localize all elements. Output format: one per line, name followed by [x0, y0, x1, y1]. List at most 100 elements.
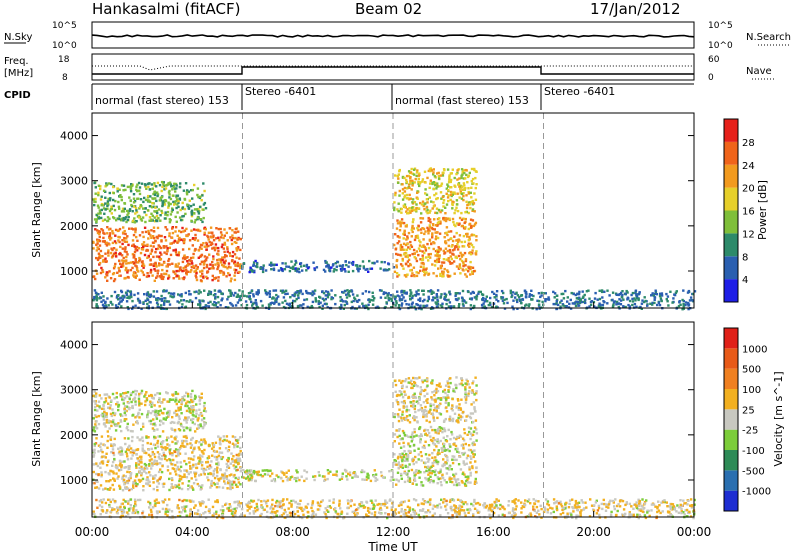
heatmap-cell	[449, 186, 452, 189]
heatmap-cell	[433, 175, 437, 178]
heatmap-cell	[380, 289, 383, 292]
heatmap-cell	[212, 257, 215, 261]
heatmap-cell	[200, 392, 203, 395]
heatmap-cell	[281, 269, 284, 273]
heatmap-cell	[467, 239, 470, 242]
heatmap-cell	[194, 269, 198, 272]
heatmap-cell	[612, 303, 615, 306]
heatmap-cell	[122, 256, 125, 260]
heatmap-cell	[419, 441, 422, 444]
heatmap-cell	[427, 259, 430, 262]
heatmap-cell	[180, 402, 183, 406]
heatmap-cell	[124, 188, 127, 192]
heatmap-cell	[193, 397, 197, 400]
heatmap-cell	[427, 255, 430, 259]
heatmap-cell	[168, 189, 171, 193]
heatmap-cell	[408, 295, 412, 298]
heatmap-cell	[252, 261, 256, 264]
heatmap-cell	[449, 193, 453, 196]
heatmap-cell	[450, 430, 453, 434]
heatmap-cell	[345, 293, 348, 296]
heatmap-cell	[198, 303, 202, 306]
heatmap-cell	[97, 212, 100, 215]
heatmap-cell	[124, 232, 127, 236]
heatmap-cell	[173, 187, 177, 190]
heatmap-cell	[615, 300, 619, 304]
heatmap-cell	[384, 296, 387, 299]
heatmap-cell	[423, 245, 426, 249]
heatmap-cell	[469, 461, 472, 464]
heatmap-cell	[185, 193, 189, 196]
heatmap-cell	[156, 479, 159, 482]
heatmap-cell	[117, 239, 120, 242]
heatmap-cell	[136, 197, 139, 200]
heatmap-cell	[427, 477, 430, 480]
heatmap-cell	[474, 296, 478, 299]
heatmap-cell	[136, 268, 139, 272]
heatmap-cell	[411, 482, 414, 485]
heatmap-cell	[411, 198, 415, 201]
heatmap-cell	[457, 305, 461, 308]
heatmap-cell	[181, 269, 184, 273]
heatmap-cell	[473, 482, 477, 485]
heatmap-cell	[422, 227, 426, 231]
colorbar-tick-label: 4	[742, 275, 748, 286]
heatmap-cell	[423, 251, 426, 255]
heatmap-cell	[468, 466, 471, 469]
heatmap-cell	[368, 259, 371, 263]
heatmap-cell	[217, 435, 220, 438]
heatmap-cell	[646, 303, 649, 306]
heatmap-cell	[227, 272, 230, 275]
heatmap-cell	[419, 201, 422, 205]
heatmap-cell	[177, 428, 181, 431]
heatmap-cell	[460, 444, 463, 447]
heatmap-cell	[367, 303, 370, 306]
heatmap-cell	[421, 446, 424, 449]
heatmap-cell	[127, 401, 130, 405]
heatmap-cell	[124, 413, 127, 417]
heatmap-cell	[175, 402, 178, 406]
heatmap-cell	[92, 454, 96, 457]
heatmap-cell	[477, 292, 480, 295]
heatmap-cell	[397, 463, 400, 466]
heatmap-cell	[182, 266, 185, 270]
heatmap-cell	[162, 454, 166, 457]
heatmap-cell	[441, 473, 444, 476]
heatmap-cell	[411, 179, 414, 182]
heatmap-cell	[451, 252, 454, 255]
heatmap-cell	[147, 194, 150, 198]
heatmap-cell	[192, 449, 195, 452]
heatmap-cell	[434, 254, 437, 257]
heatmap-cell	[396, 253, 400, 256]
heatmap-cell	[146, 256, 149, 259]
heatmap-cell	[130, 400, 133, 404]
heatmap-cell	[261, 474, 265, 478]
heatmap-cell	[447, 244, 450, 248]
heatmap-cell	[439, 439, 442, 443]
heatmap-cell	[177, 409, 180, 412]
heatmap-cell	[189, 259, 192, 263]
heatmap-cell	[170, 236, 174, 239]
heatmap-cell	[164, 239, 168, 242]
heatmap-cell	[403, 190, 407, 193]
heatmap-cell	[502, 302, 506, 305]
heatmap-cell	[347, 472, 350, 476]
heatmap-cell	[254, 265, 258, 268]
heatmap-cell	[321, 304, 324, 307]
heatmap-cell	[174, 230, 177, 233]
heatmap-cell	[107, 254, 110, 257]
heatmap-cell	[403, 229, 406, 232]
heatmap-cell	[184, 419, 187, 422]
heatmap-cell	[149, 455, 152, 458]
heatmap-cell	[118, 207, 121, 210]
heatmap-cell	[97, 193, 100, 197]
heatmap-cell	[428, 238, 432, 241]
heatmap-cell	[442, 445, 446, 448]
heatmap-cell	[638, 292, 641, 295]
heatmap-cell	[109, 412, 113, 416]
heatmap-cell	[238, 270, 241, 274]
heatmap-cell	[226, 487, 229, 490]
heatmap-cell	[401, 437, 404, 440]
heatmap-cell	[422, 268, 425, 271]
heatmap-cell	[209, 486, 212, 489]
